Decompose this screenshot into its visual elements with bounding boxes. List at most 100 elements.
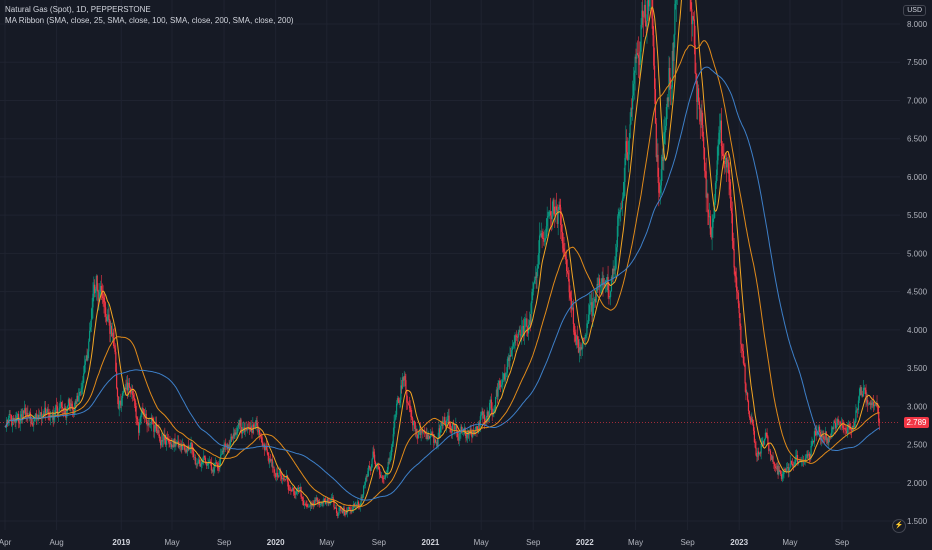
candle-body xyxy=(220,454,223,455)
candle-body xyxy=(658,177,660,193)
candle-body xyxy=(119,400,121,405)
candle-body xyxy=(870,402,872,405)
candle-body xyxy=(849,427,851,430)
candle-body xyxy=(347,507,350,510)
candle-body xyxy=(790,460,792,468)
candle-body xyxy=(164,434,166,441)
candle-body xyxy=(495,389,498,397)
candle-body xyxy=(807,453,810,456)
candle-body xyxy=(106,316,108,322)
candle-body xyxy=(670,81,672,89)
candle-body xyxy=(363,485,365,495)
candle-body xyxy=(810,445,812,458)
candle-body xyxy=(465,434,467,439)
candle-body xyxy=(75,401,77,404)
candle-body xyxy=(470,428,472,435)
candle-body xyxy=(497,388,499,397)
lightning-icon[interactable]: ⚡ xyxy=(892,519,906,533)
candle-body xyxy=(672,50,674,61)
candle-body xyxy=(582,337,584,349)
symbol-title[interactable]: Natural Gas (Spot), 1D, PEPPERSTONE xyxy=(5,5,151,14)
candle-body xyxy=(146,422,148,426)
candle-body xyxy=(661,156,663,170)
candle-body xyxy=(614,268,616,271)
candle-body xyxy=(240,419,242,428)
candle-body xyxy=(45,411,48,414)
candle-body xyxy=(400,385,402,400)
indicator-title[interactable]: MA Ribbon (SMA, close, 25, SMA, close, 1… xyxy=(5,16,294,25)
candle-body xyxy=(371,459,373,468)
candle-body xyxy=(785,470,787,472)
y-tick-label: 7.500 xyxy=(907,58,928,67)
candle-body xyxy=(588,305,591,315)
candle-body xyxy=(452,423,454,425)
candle-body xyxy=(348,507,350,508)
candle-body xyxy=(319,501,321,505)
candle-body xyxy=(733,248,735,268)
candle-body xyxy=(440,422,443,426)
candle-body xyxy=(627,154,629,160)
candle-body xyxy=(559,204,561,208)
candle-body xyxy=(346,511,348,514)
candle-body xyxy=(314,500,317,502)
candle-body xyxy=(121,392,124,399)
candle-body xyxy=(769,450,772,455)
y-tick-label: 2.500 xyxy=(907,441,928,450)
candle-body xyxy=(533,280,536,284)
candle-body xyxy=(38,415,40,418)
candle-body xyxy=(765,432,767,434)
candle-body xyxy=(763,438,766,445)
candle-body xyxy=(690,0,692,10)
candle-body xyxy=(402,377,404,381)
candle-body xyxy=(461,426,463,433)
candle-body xyxy=(39,412,42,417)
candle-body xyxy=(675,0,677,4)
candle-body xyxy=(154,423,157,429)
candle-body xyxy=(127,382,130,391)
candle-body xyxy=(491,408,493,415)
x-tick-label: May xyxy=(319,538,334,547)
candle-body xyxy=(63,410,65,412)
candle-body xyxy=(309,503,311,507)
x-tick-label: 2023 xyxy=(730,538,748,547)
candle-body xyxy=(136,417,138,419)
candle-body xyxy=(547,215,549,219)
candle-body xyxy=(631,108,633,110)
x-axis[interactable]: Apr Aug 2019 May Sep 2020 May Sep 2021 May Sep 2022… xyxy=(0,538,850,547)
candle-body xyxy=(585,334,587,336)
candle-body xyxy=(176,441,179,443)
candle-body xyxy=(823,436,825,440)
candle-body xyxy=(553,199,555,214)
candle-body xyxy=(595,290,597,303)
candle-body xyxy=(455,424,457,429)
candle-body xyxy=(653,65,656,90)
candle-body xyxy=(726,159,728,168)
candle-body xyxy=(525,318,527,320)
candle-body xyxy=(406,390,408,403)
candle-body xyxy=(80,388,82,393)
candle-body xyxy=(144,413,147,416)
candle-body xyxy=(517,331,520,338)
candle-body xyxy=(475,426,477,429)
candle-body xyxy=(644,4,646,23)
candle-body xyxy=(124,387,126,389)
candle-body xyxy=(115,351,117,372)
candle-body xyxy=(619,211,621,213)
candle-body xyxy=(331,497,333,499)
candle-body xyxy=(820,435,822,440)
y-axis[interactable]: 8.000 7.500 7.000 6.500 6.000 5.500 5.000 4.500… xyxy=(907,20,928,526)
candle-body xyxy=(313,503,315,505)
candle-body xyxy=(359,503,361,508)
currency-label[interactable]: USD xyxy=(903,5,926,16)
candle-body xyxy=(437,437,439,446)
candle-body xyxy=(486,411,488,418)
candle-body xyxy=(832,427,834,429)
candle-body xyxy=(166,437,168,439)
candle-body xyxy=(323,498,325,504)
candle-body xyxy=(837,419,839,422)
candle-body xyxy=(377,465,379,467)
candle-body xyxy=(370,467,372,471)
candle-body xyxy=(663,132,665,161)
